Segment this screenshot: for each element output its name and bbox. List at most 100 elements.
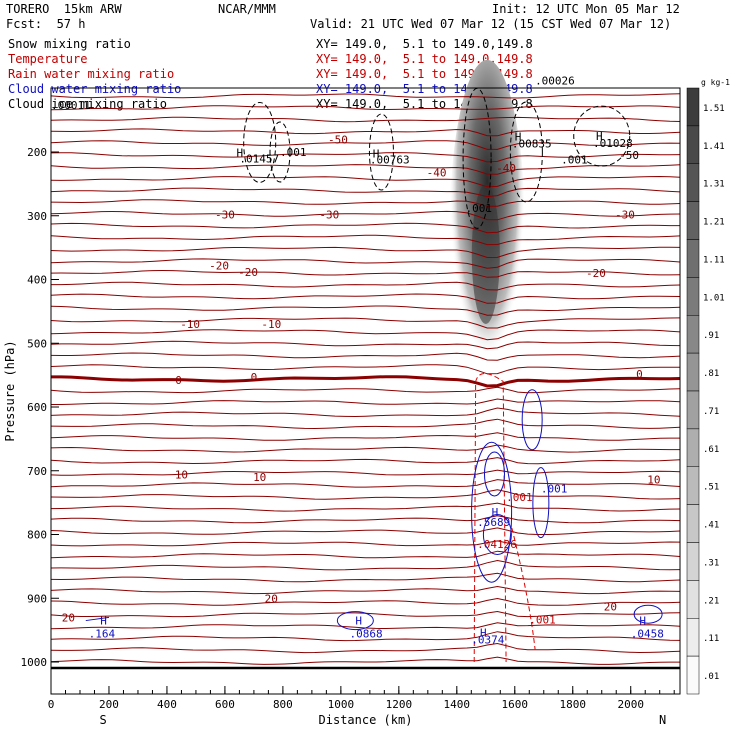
isotherm-line (50, 515, 681, 524)
maximum-label: .5689 (477, 516, 510, 529)
isotherm-line (50, 457, 681, 465)
isotherm-label: -40 (427, 166, 447, 179)
isotherm-line (50, 175, 681, 188)
isotherm-label: -50 (328, 133, 348, 146)
init-time: Init: 12 UTC Mon 05 Mar 12 (492, 2, 680, 16)
colorbar-tick-label: 1.31 (703, 180, 725, 190)
isotherm-line (50, 642, 681, 654)
y-tick-label: 800 (27, 529, 47, 542)
x-tick-label: 2000 (617, 698, 644, 711)
colorbar-tick-label: 1.21 (703, 218, 725, 228)
isotherm-line (50, 152, 681, 163)
isotherm-line (50, 116, 681, 123)
colorbar-swatch (686, 580, 700, 619)
x-tick-label: 1600 (502, 698, 529, 711)
colorbar-swatch (686, 163, 700, 202)
isotherm-label: -30 (319, 208, 339, 221)
isotherm-label: 0 (636, 368, 643, 381)
isotherm-line (50, 140, 681, 150)
x-tick-label: 0 (48, 698, 55, 711)
isotherm-line (50, 293, 681, 304)
colorbar-tick-label: .31 (703, 558, 719, 568)
isotherm-line (50, 222, 680, 234)
high-marker: H (237, 147, 244, 160)
isotherm-label: 20 (62, 611, 75, 624)
isotherm-line (50, 105, 681, 111)
maximum-label: -50 (619, 149, 639, 162)
y-tick-label: 500 (27, 337, 47, 350)
x-tick-label: 800 (273, 698, 293, 711)
maximum-label: .0374 (471, 634, 504, 647)
maximum-label: .00835 (512, 138, 552, 151)
maximum-label: .00763 (370, 154, 410, 167)
cloud-water-contour (483, 451, 505, 497)
colorbar-tick-label: .51 (703, 483, 719, 493)
maximum-label: .001 (466, 202, 493, 215)
isotherm-label: -20 (238, 266, 258, 279)
isotherm-label: -10 (261, 318, 281, 331)
isotherm-line (50, 418, 681, 430)
high-marker: H (100, 615, 107, 628)
field-label-cloud-ice: Cloud ice mixing ratio (8, 97, 167, 111)
high-marker: H (515, 131, 522, 144)
x-tick-label: 600 (215, 698, 235, 711)
isotherm-label: -20 (209, 259, 229, 272)
isotherm-line (50, 527, 681, 535)
isotherm-line (50, 479, 681, 488)
isotherm-label: 20 (265, 592, 278, 605)
colorbar-swatch (686, 618, 700, 657)
isotherm-line (50, 340, 681, 350)
isotherm-label: 10 (253, 471, 266, 484)
contour-labels: -50 -40 -40 -30 -30 -30 -20 -20 -20 -10 -10 10 10 10 2… (51, 75, 664, 647)
high-marker: H (492, 506, 499, 519)
cloud-ice-contour (243, 101, 277, 183)
isotherm-line (50, 386, 681, 394)
colorbar-swatch (686, 352, 700, 392)
maximum-label: .0868 (350, 627, 383, 640)
isotherm-line (50, 364, 681, 375)
isotherm-line (50, 269, 681, 278)
field-label-snow: Snow mixing ratio (8, 37, 131, 51)
cloud-water-contour (521, 389, 543, 451)
colorbar-swatch (686, 390, 700, 430)
colorbar-swatch (686, 239, 700, 278)
isotherm-line (50, 550, 681, 559)
isotherm-line (50, 585, 681, 595)
colorbar-swatch (686, 655, 700, 695)
isotherm-line (50, 597, 681, 606)
colorbar-tick-label: .41 (703, 521, 719, 531)
high-marker: H (639, 615, 646, 628)
high-marker: H (596, 130, 603, 143)
isotherm-line (50, 432, 680, 441)
isotherm-label: -30 (615, 208, 635, 221)
isotherm-line (50, 246, 681, 259)
x-axis-label: Distance (km) (319, 713, 413, 727)
y-axis-label: Pressure (hPa) (3, 340, 17, 441)
x-tick-label: 1200 (386, 698, 413, 711)
colorbar: 1.51 1.41 1.31 1.21 1.11 1.01 .91 .81 .71 .61 .51.… (686, 78, 730, 695)
isotherm-line (50, 502, 681, 512)
isotherm-label: 20 (604, 601, 617, 614)
valid-time: Valid: 21 UTC Wed 07 Mar 12 (15 CST Wed … (310, 17, 672, 31)
maximum-label: .001 (506, 491, 533, 504)
cloud-water-contour (482, 514, 512, 555)
maximum-label: .001 (561, 154, 588, 167)
colorbar-tick-label: 1.01 (703, 293, 725, 303)
isotherm-line (51, 375, 681, 388)
maximum-label: .001 (529, 613, 556, 626)
x-tick-label: 1800 (560, 698, 587, 711)
x-tick-label: 400 (157, 698, 177, 711)
forecast-hour: Fcst: 57 h (6, 17, 86, 31)
colorbar-tick-label: 1.51 (703, 104, 725, 114)
cloud-ice-contour (368, 113, 394, 191)
isotherm-label: 10 (647, 474, 660, 487)
isotherm-line (50, 469, 681, 476)
plot-frame (50, 87, 681, 695)
snow-mixing-ratio-shading (449, 59, 526, 410)
hydrometeor-contours (85, 87, 663, 663)
y-tick-label: 700 (27, 465, 47, 478)
maximum-label: .00026 (535, 75, 575, 88)
colorbar-tick-label: .01 (703, 672, 719, 682)
